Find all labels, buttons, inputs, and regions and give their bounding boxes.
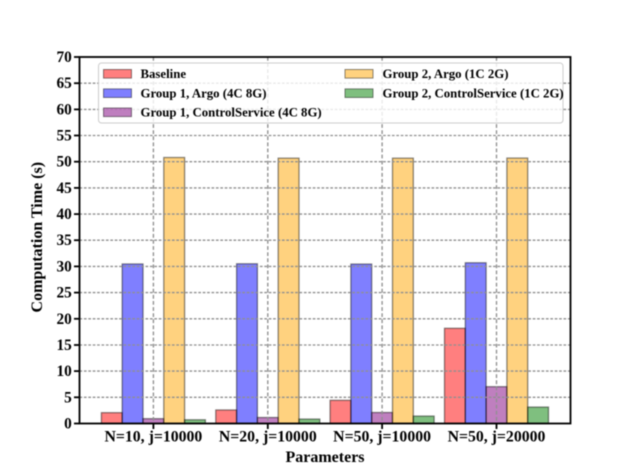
svg-text:Group 2, Argo (1C 2G): Group 2, Argo (1C 2G): [383, 67, 509, 81]
svg-text:50: 50: [57, 154, 73, 171]
svg-text:N=50, j=20000: N=50, j=20000: [448, 429, 546, 446]
svg-text:Computation Time (s): Computation Time (s): [29, 162, 46, 313]
svg-text:N=50, j=10000: N=50, j=10000: [333, 429, 431, 446]
svg-text:0: 0: [64, 416, 72, 433]
svg-text:Group 1, Argo (4C 8G): Group 1, Argo (4C 8G): [141, 86, 267, 100]
svg-text:5: 5: [64, 389, 72, 406]
svg-text:40: 40: [57, 206, 73, 223]
svg-text:20: 20: [57, 311, 73, 328]
svg-text:Baseline: Baseline: [141, 67, 187, 81]
svg-text:N=10, j=10000: N=10, j=10000: [104, 429, 202, 446]
svg-text:Group 1, ControlService (4C 8G: Group 1, ControlService (4C 8G): [141, 106, 322, 120]
svg-text:35: 35: [57, 232, 73, 249]
svg-text:70: 70: [57, 49, 73, 66]
svg-text:65: 65: [57, 75, 73, 92]
svg-text:45: 45: [57, 180, 73, 197]
svg-text:Group 2, ControlService (1C 2G: Group 2, ControlService (1C 2G): [383, 86, 564, 100]
svg-text:15: 15: [57, 337, 73, 354]
svg-text:60: 60: [57, 101, 73, 118]
svg-text:Parameters: Parameters: [285, 449, 364, 466]
svg-text:25: 25: [57, 285, 73, 302]
svg-text:10: 10: [57, 363, 73, 380]
svg-text:30: 30: [57, 258, 73, 275]
svg-text:N=20, j=10000: N=20, j=10000: [219, 429, 317, 446]
svg-text:55: 55: [57, 128, 73, 145]
